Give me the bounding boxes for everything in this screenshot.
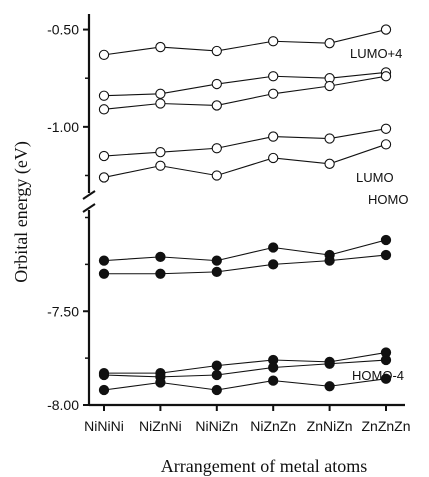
x-tick-label: NiZnZn (250, 418, 296, 434)
unoccupied-point-1-0 (99, 91, 108, 100)
y-upper-tick-label: -0.50 (47, 22, 79, 38)
occupied-point-3-2 (212, 370, 221, 379)
occupied-point-0-0 (99, 256, 108, 265)
annotation-lumo: LUMO (356, 170, 394, 185)
unoccupied-line-3 (104, 129, 386, 156)
occupied-point-3-3 (269, 363, 278, 372)
unoccupied-point-3-4 (325, 134, 334, 143)
unoccupied-point-0-0 (99, 50, 108, 59)
unoccupied-point-2-0 (99, 105, 108, 114)
y-lower-tick-label: -8.00 (47, 397, 79, 413)
series-lines (104, 30, 386, 390)
unoccupied-point-1-2 (212, 79, 221, 88)
unoccupied-point-0-4 (325, 39, 334, 48)
annotation-lumo4: LUMO+4 (350, 46, 402, 61)
unoccupied-point-0-3 (269, 37, 278, 46)
x-tick-label: ZnZnZn (361, 418, 410, 434)
x-tick-label: NiNiNi (84, 418, 124, 434)
occupied-point-4-4 (325, 382, 334, 391)
unoccupied-point-3-1 (156, 148, 165, 157)
unoccupied-point-3-3 (269, 132, 278, 141)
unoccupied-point-1-3 (269, 72, 278, 81)
occupied-point-0-3 (269, 243, 278, 252)
occupied-point-1-2 (212, 267, 221, 276)
unoccupied-point-3-5 (381, 124, 390, 133)
x-axis-title: Arrangement of metal atoms (161, 456, 367, 476)
unoccupied-point-2-3 (269, 89, 278, 98)
occupied-point-4-3 (269, 376, 278, 385)
occupied-point-3-4 (325, 359, 334, 368)
annotation-homo4: HOMO-4 (352, 368, 404, 383)
unoccupied-point-2-4 (325, 81, 334, 90)
annotation-homo: HOMO (368, 192, 408, 207)
occupied-point-1-3 (269, 260, 278, 269)
unoccupied-point-2-1 (156, 99, 165, 108)
unoccupied-point-0-5 (381, 25, 390, 34)
unoccupied-point-1-1 (156, 89, 165, 98)
unoccupied-point-4-2 (212, 171, 221, 180)
unoccupied-point-3-2 (212, 144, 221, 153)
unoccupied-point-4-4 (325, 159, 334, 168)
occupied-point-1-5 (381, 250, 390, 259)
occupied-point-1-0 (99, 269, 108, 278)
unoccupied-point-2-5 (381, 72, 390, 81)
x-tick-label: NiNiZn (195, 418, 238, 434)
y-axis-title: Orbital energy (eV) (11, 141, 32, 283)
unoccupied-line-0 (104, 30, 386, 55)
unoccupied-line-4 (104, 144, 386, 177)
unoccupied-point-0-1 (156, 42, 165, 51)
x-tick-label: NiZnNi (139, 418, 182, 434)
occupied-point-4-2 (212, 385, 221, 394)
occupied-line-0 (104, 240, 386, 261)
occupied-point-4-1 (156, 378, 165, 387)
unoccupied-point-3-0 (99, 151, 108, 160)
unoccupied-point-4-5 (381, 140, 390, 149)
y-lower-tick-label: -7.50 (47, 303, 79, 319)
unoccupied-line-2 (104, 76, 386, 109)
occupied-point-0-1 (156, 252, 165, 261)
occupied-point-3-0 (99, 370, 108, 379)
unoccupied-point-4-0 (99, 173, 108, 182)
unoccupied-point-4-1 (156, 161, 165, 170)
occupied-point-3-5 (381, 355, 390, 364)
x-tick-label: ZnNiZn (307, 418, 353, 434)
occupied-point-4-0 (99, 385, 108, 394)
y-upper-tick-label: -1.00 (47, 119, 79, 135)
unoccupied-point-0-2 (212, 46, 221, 55)
occupied-line-4 (104, 379, 386, 390)
occupied-point-0-2 (212, 256, 221, 265)
occupied-point-1-1 (156, 269, 165, 278)
occupied-point-2-2 (212, 361, 221, 370)
occupied-point-1-4 (325, 256, 334, 265)
unoccupied-point-2-2 (212, 101, 221, 110)
occupied-point-0-5 (381, 235, 390, 244)
unoccupied-point-4-3 (269, 153, 278, 162)
